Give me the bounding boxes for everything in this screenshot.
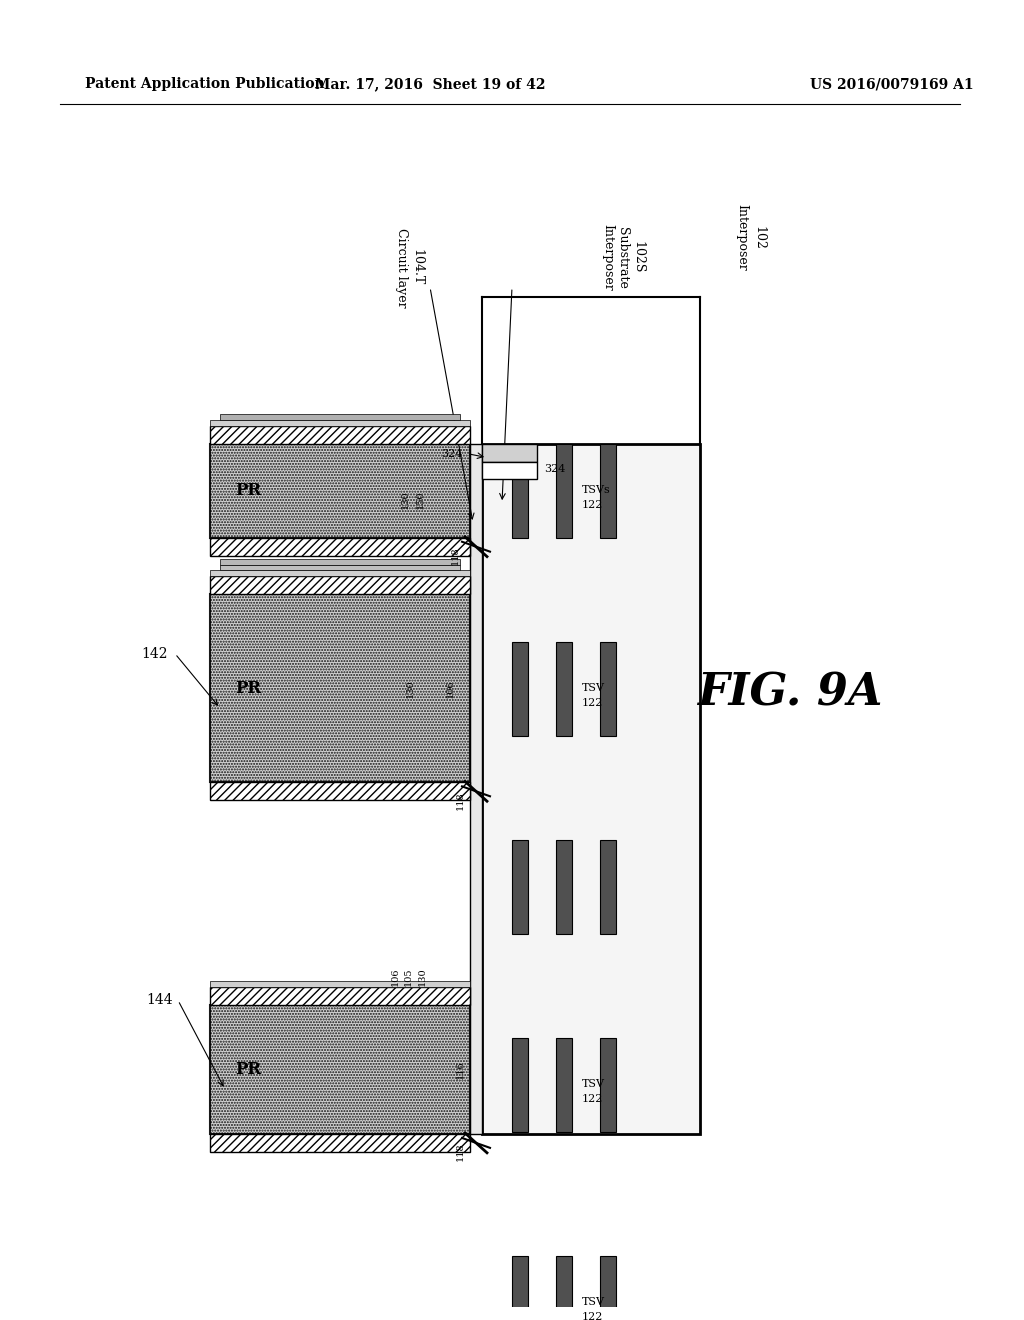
- Text: TSV: TSV: [582, 1298, 605, 1307]
- Text: FIG. 9A: FIG. 9A: [697, 672, 883, 714]
- Text: 118: 118: [456, 791, 465, 809]
- Bar: [210, 1134, 470, 1152]
- Text: 122: 122: [582, 1312, 603, 1320]
- Bar: [556, 840, 572, 935]
- Bar: [482, 444, 700, 1134]
- Bar: [210, 594, 470, 783]
- Text: Circuit layer: Circuit layer: [395, 227, 408, 308]
- Text: PR: PR: [234, 680, 261, 697]
- Bar: [482, 462, 537, 479]
- Bar: [556, 642, 572, 735]
- Text: 116: 116: [456, 1060, 465, 1078]
- Bar: [220, 558, 460, 565]
- Bar: [470, 444, 482, 1134]
- Bar: [210, 570, 470, 577]
- Bar: [482, 444, 537, 462]
- Text: Interposer: Interposer: [601, 224, 614, 290]
- Text: Patent Application Publication: Patent Application Publication: [85, 77, 325, 91]
- Bar: [600, 1255, 616, 1320]
- Text: 104.T: 104.T: [410, 249, 423, 285]
- Text: Mar. 17, 2016  Sheet 19 of 42: Mar. 17, 2016 Sheet 19 of 42: [314, 77, 545, 91]
- Text: 144: 144: [146, 993, 173, 1007]
- Text: Interposer: Interposer: [735, 205, 748, 271]
- Bar: [210, 987, 470, 1006]
- Text: Substrate: Substrate: [616, 227, 629, 289]
- Text: 105: 105: [403, 968, 413, 986]
- Text: 142: 142: [141, 647, 168, 660]
- Text: 122: 122: [582, 698, 603, 708]
- Bar: [600, 840, 616, 935]
- Text: 130: 130: [406, 678, 415, 698]
- Text: 130: 130: [400, 491, 410, 510]
- Bar: [512, 444, 528, 537]
- Bar: [556, 1255, 572, 1320]
- Text: 118: 118: [456, 1143, 465, 1162]
- Bar: [210, 426, 470, 444]
- Bar: [220, 414, 460, 420]
- Bar: [210, 537, 470, 556]
- Bar: [210, 420, 470, 426]
- Text: 324: 324: [441, 449, 463, 458]
- Text: 122: 122: [582, 500, 603, 510]
- Text: PR: PR: [234, 482, 261, 499]
- Text: 324: 324: [544, 465, 565, 474]
- Bar: [556, 1038, 572, 1133]
- Text: 122: 122: [582, 1094, 603, 1105]
- Text: TSV: TSV: [582, 684, 605, 693]
- Bar: [600, 1038, 616, 1133]
- Bar: [210, 444, 470, 537]
- Text: US 2016/0079169 A1: US 2016/0079169 A1: [810, 77, 974, 91]
- Text: 106: 106: [445, 678, 455, 697]
- Bar: [600, 642, 616, 735]
- Text: 102: 102: [752, 226, 765, 249]
- Bar: [210, 982, 470, 987]
- Bar: [600, 444, 616, 537]
- Text: 118: 118: [451, 546, 460, 565]
- Bar: [220, 565, 460, 570]
- Bar: [512, 840, 528, 935]
- Text: 102S: 102S: [631, 242, 644, 273]
- Text: 150: 150: [416, 491, 425, 510]
- Bar: [556, 444, 572, 537]
- Bar: [210, 577, 470, 594]
- Bar: [210, 783, 470, 800]
- Text: 130: 130: [418, 968, 427, 986]
- Bar: [512, 1255, 528, 1320]
- Bar: [512, 1038, 528, 1133]
- Text: PR: PR: [234, 1061, 261, 1078]
- Bar: [210, 1006, 470, 1134]
- Bar: [512, 642, 528, 735]
- Text: TSV: TSV: [582, 1080, 605, 1089]
- Text: TSVs: TSVs: [582, 486, 610, 495]
- Text: 106: 106: [390, 968, 399, 986]
